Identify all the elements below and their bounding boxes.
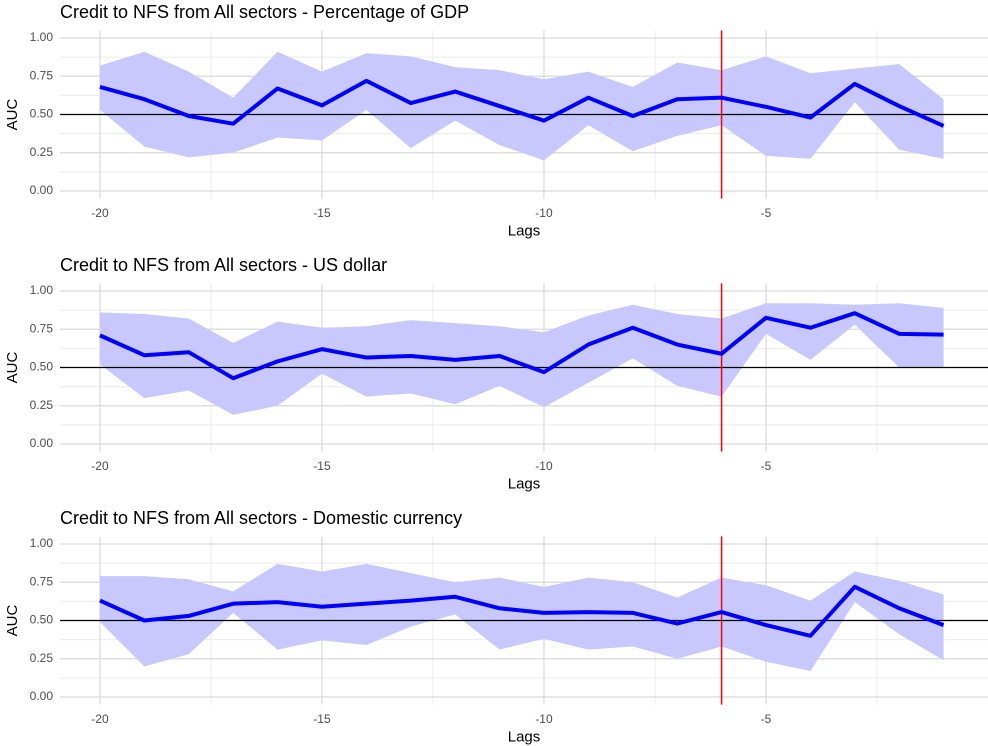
x-tick-label: -10 [535, 459, 553, 473]
line [99, 311, 944, 381]
x-tick-label: -20 [91, 459, 109, 473]
y-tick-label: 1.00 [30, 283, 54, 297]
x-axis-title: Lags [508, 729, 541, 746]
panel-title: Credit to NFS from All sectors - Domesti… [60, 508, 462, 528]
y-tick-label: 0.00 [30, 689, 54, 703]
line [99, 78, 945, 128]
y-tick-label: 0.25 [30, 398, 54, 412]
panel-title: Credit to NFS from All sectors - US doll… [60, 255, 387, 275]
x-tick-label: -5 [761, 712, 772, 726]
x-tick-label: -15 [313, 712, 331, 726]
x-tick-label: -5 [761, 459, 772, 473]
y-tick-label: 1.00 [30, 536, 54, 550]
y-tick-label: 0.50 [30, 613, 54, 627]
x-tick-label: -5 [761, 206, 772, 220]
y-axis-title: AUC [4, 351, 21, 383]
y-axis-title: AUC [4, 98, 21, 130]
confidence-band [99, 51, 944, 161]
y-tick-label: 0.25 [30, 651, 54, 665]
y-axis-title: AUC [4, 604, 21, 636]
panel: Credit to NFS from All sectors - US doll… [4, 255, 988, 493]
panel: Credit to NFS from All sectors - Domesti… [4, 508, 988, 746]
y-tick-label: 0.75 [30, 574, 54, 588]
x-tick-label: -10 [535, 712, 553, 726]
y-tick-label: 0.00 [30, 183, 54, 197]
y-tick-label: 0.25 [30, 145, 54, 159]
x-tick-label: -10 [535, 206, 553, 220]
x-tick-label: -20 [91, 712, 109, 726]
y-tick-label: 0.00 [30, 436, 54, 450]
x-tick-label: -20 [91, 206, 109, 220]
y-tick-label: 1.00 [30, 30, 54, 44]
y-tick-label: 0.50 [30, 107, 54, 121]
y-tick-label: 0.75 [30, 321, 54, 335]
x-axis-title: Lags [508, 223, 541, 240]
y-tick-label: 0.75 [30, 68, 54, 82]
x-tick-label: -15 [313, 459, 331, 473]
panel-title: Credit to NFS from All sectors - Percent… [60, 2, 469, 22]
x-tick-label: -15 [313, 206, 331, 220]
y-tick-label: 0.50 [30, 360, 54, 374]
line [99, 584, 945, 638]
x-axis-title: Lags [508, 476, 541, 493]
confidence-band [99, 563, 944, 671]
panel: Credit to NFS from All sectors - Percent… [4, 2, 988, 240]
confidence-band [99, 303, 944, 415]
